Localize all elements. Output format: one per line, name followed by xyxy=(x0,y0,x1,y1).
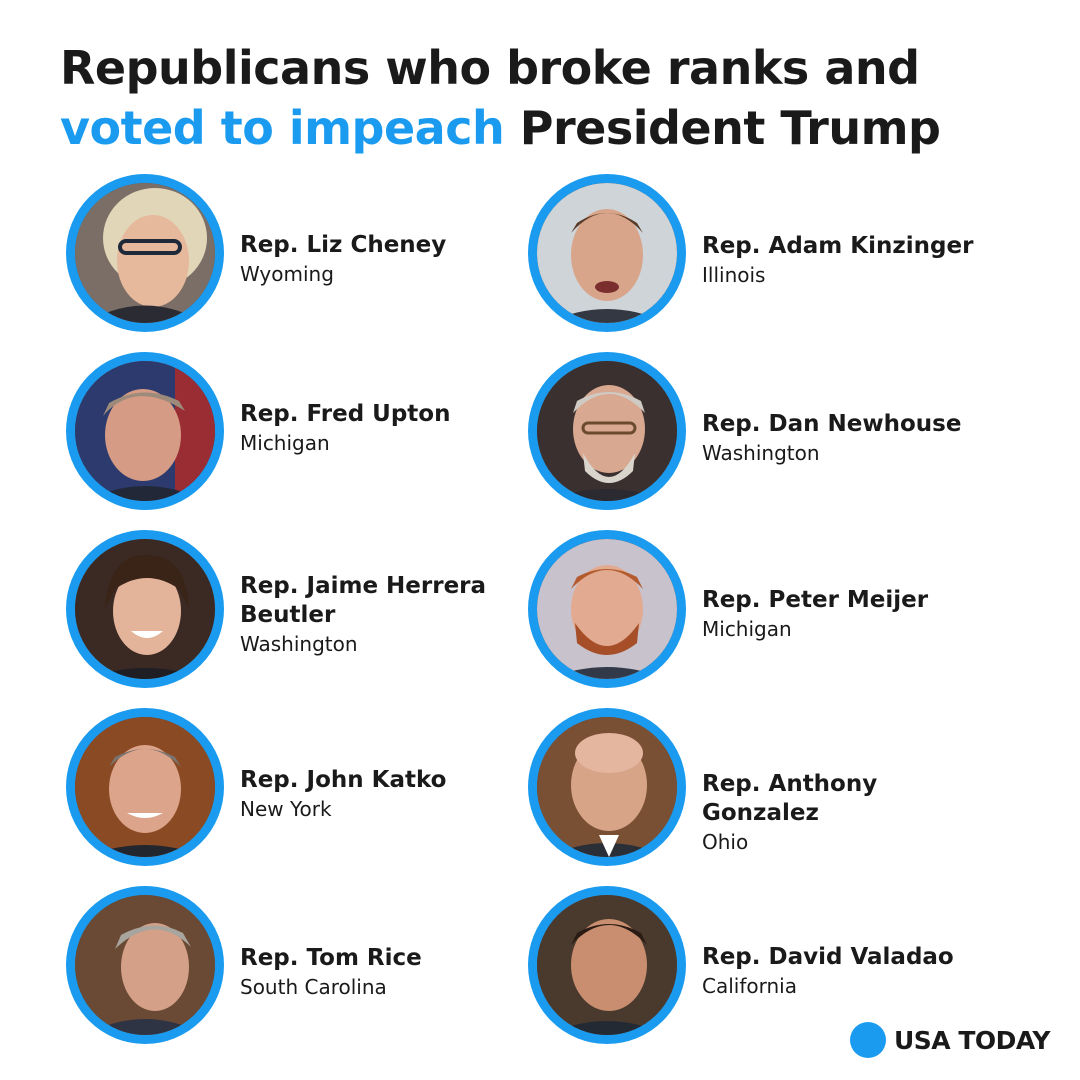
person-state: New York xyxy=(240,797,332,821)
title-line-1: Republicans who broke ranks and xyxy=(60,41,920,95)
brand-name: USA TODAY xyxy=(894,1025,1050,1055)
person-portrait xyxy=(66,352,224,510)
person-name: Rep. Peter Meijer xyxy=(702,587,929,613)
person-name: Rep. Adam Kinzinger xyxy=(702,233,974,259)
person-state: Wyoming xyxy=(240,262,334,286)
person-card: Rep. Anthony Gonzalez Ohio xyxy=(528,708,1008,873)
person-card: Rep. Liz Cheney Wyoming xyxy=(66,174,546,339)
page-title: Republicans who broke ranks and voted to… xyxy=(60,38,1040,158)
person-state: Ohio xyxy=(702,830,749,854)
person-state: Washington xyxy=(240,632,358,656)
person-state: Michigan xyxy=(702,617,792,641)
person-card: Rep. Dan Newhouse Washington xyxy=(528,352,1008,517)
person-name: Rep. Tom Rice xyxy=(240,945,422,971)
title-line-2: voted to impeach President Trump xyxy=(60,98,1040,158)
person-card: Rep. Adam Kinzinger Illinois xyxy=(528,174,1008,339)
person-portrait xyxy=(528,352,686,510)
person-state: South Carolina xyxy=(240,975,387,999)
person-name: Rep. Anthony Gonzalez xyxy=(702,771,878,826)
person-card: Rep. Jaime Herrera Beutler Washington xyxy=(66,530,546,695)
person-name: Rep. Dan Newhouse xyxy=(702,411,962,437)
person-portrait xyxy=(66,886,224,1044)
person-portrait xyxy=(66,530,224,688)
title-rest: President Trump xyxy=(504,101,941,155)
person-state: Michigan xyxy=(240,431,330,455)
person-portrait xyxy=(528,886,686,1044)
person-card: Rep. John Katko New York xyxy=(66,708,546,873)
person-state: Illinois xyxy=(702,263,766,287)
title-accent: voted to impeach xyxy=(60,101,505,155)
person-name: Rep. Fred Upton xyxy=(240,401,451,427)
person-portrait xyxy=(66,708,224,866)
brand-logo: USA TODAY xyxy=(850,1022,1050,1058)
person-state: Washington xyxy=(702,441,820,465)
person-portrait xyxy=(528,530,686,688)
person-portrait xyxy=(528,174,686,332)
brand-dot-icon xyxy=(850,1022,886,1058)
person-card: Rep. David Valadao California xyxy=(528,886,1008,1051)
person-card: Rep. Fred Upton Michigan xyxy=(66,352,546,517)
person-name: Rep. Liz Cheney xyxy=(240,232,447,258)
person-name: Rep. David Valadao xyxy=(702,944,954,970)
person-portrait xyxy=(528,708,686,866)
person-name: Rep. John Katko xyxy=(240,767,447,793)
person-card: Rep. Tom Rice South Carolina xyxy=(66,886,546,1051)
person-portrait xyxy=(66,174,224,332)
person-card: Rep. Peter Meijer Michigan xyxy=(528,530,1008,695)
person-state: California xyxy=(702,974,797,998)
person-name: Rep. Jaime Herrera Beutler xyxy=(240,573,487,628)
